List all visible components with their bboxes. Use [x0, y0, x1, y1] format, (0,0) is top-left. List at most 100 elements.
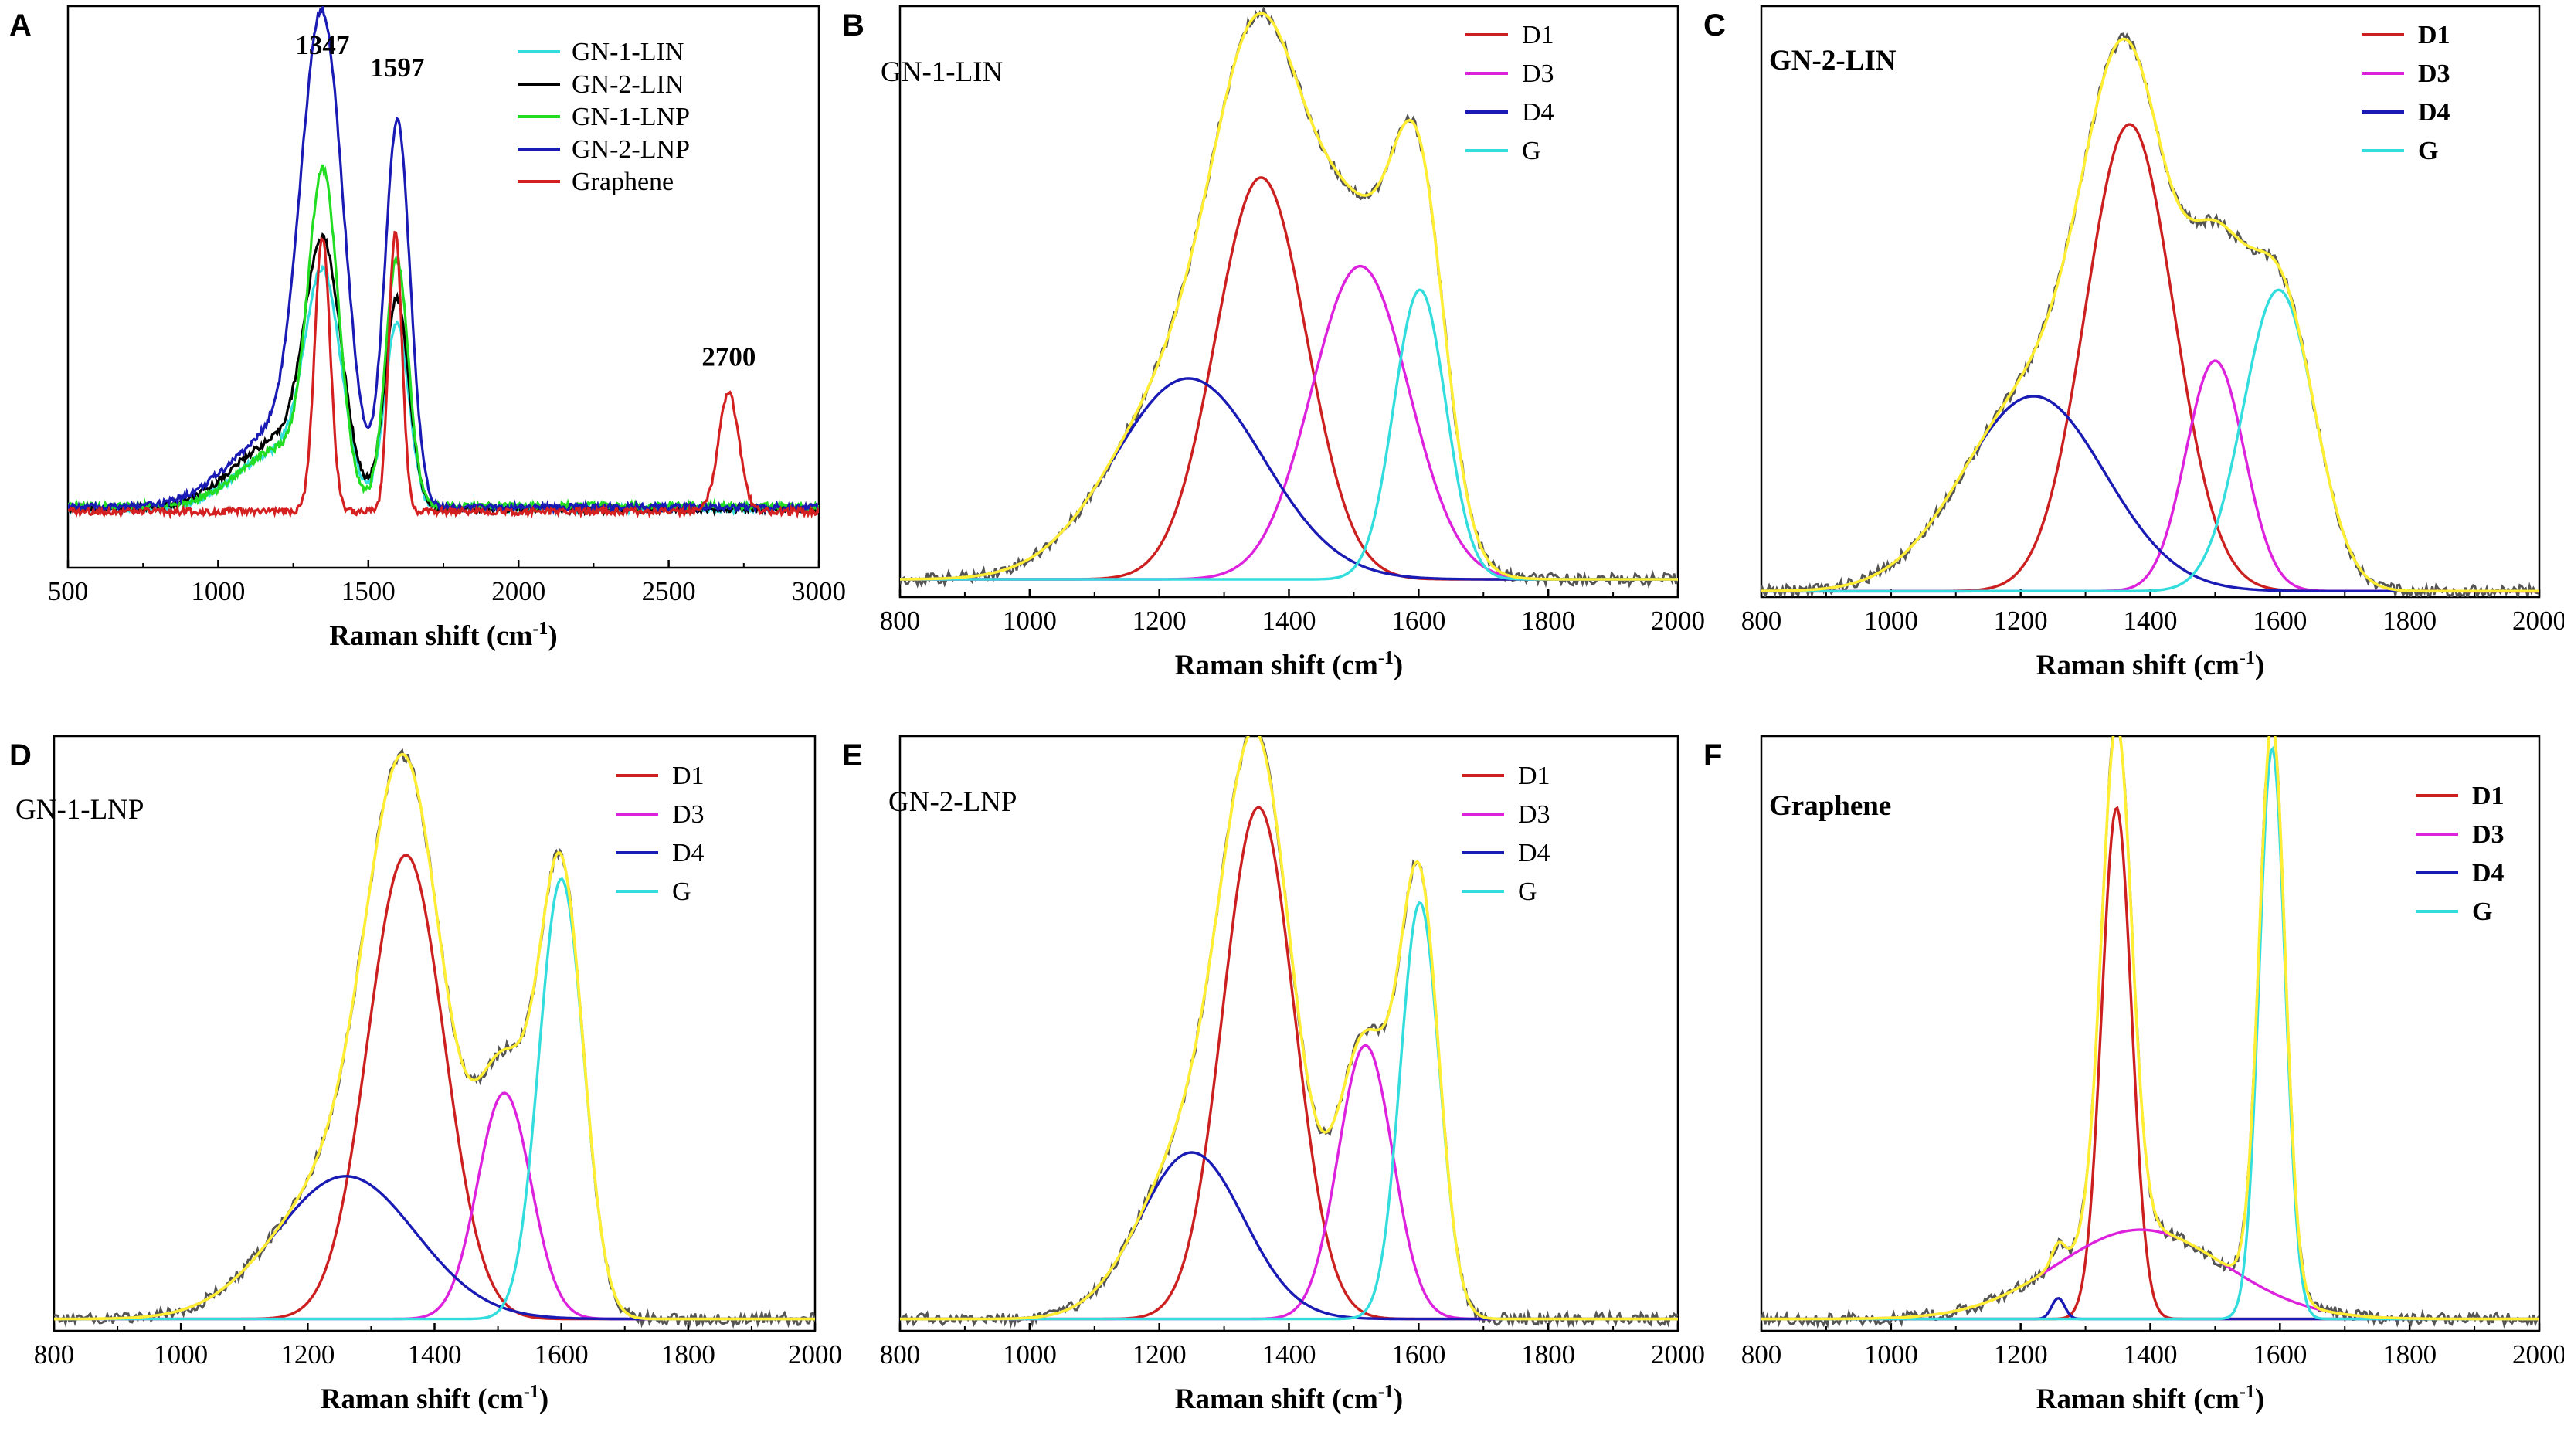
legend-entry-d1: D1 — [1522, 21, 1554, 49]
series-line-gn-1-lin — [68, 264, 819, 517]
component-g — [900, 288, 1678, 581]
x-tick-label: 2000 — [1651, 606, 1705, 636]
component-g — [1761, 288, 2539, 593]
legend-entry-d4: D4 — [1522, 98, 1554, 127]
legend-entry-g: G — [672, 877, 691, 906]
curves — [1761, 32, 2539, 597]
legend: D1 D3 D4 G — [616, 762, 705, 906]
legend-entry-gn-1-lin: GN-1-LIN — [572, 38, 684, 66]
plot-frame — [898, 5, 1679, 599]
x-tick-label: 800 — [1741, 1339, 1782, 1369]
component-d3 — [1761, 359, 2539, 593]
x-tick-label: 1400 — [2124, 606, 2178, 636]
x-tick-label: 800 — [880, 606, 921, 636]
series-line-gn-1-lnp — [68, 164, 819, 514]
legend-entry-g: G — [1518, 877, 1537, 906]
x-tick-label: 1000 — [1864, 606, 1918, 636]
x-tick-label: 800 — [34, 1339, 75, 1369]
curves — [900, 6, 1678, 589]
fitted-sum — [900, 12, 1678, 581]
chart-panel-f: F 800 1000 1200 1400 1600 1800 2000 Raman shift… — [1703, 735, 2564, 1415]
plot-area: 800 1000 1200 1400 1600 1800 2000 Raman shift (… — [880, 5, 1705, 681]
legend-entry-d4: D4 — [2472, 859, 2505, 888]
x-tick-label: 1400 — [2124, 1339, 2178, 1369]
x-tick-label: 2000 — [788, 1339, 842, 1369]
component-d4 — [900, 1151, 1678, 1321]
component-d1 — [54, 854, 815, 1321]
x-tick-label: 1600 — [1391, 606, 1445, 636]
x-tick-label: 2000 — [2512, 1339, 2564, 1369]
plot-frame — [1760, 5, 2541, 599]
plot-area: 800 1000 1200 1400 1600 1800 2000 Raman shift (… — [1741, 735, 2564, 1415]
measured-spectrum — [900, 736, 1678, 1329]
legend-entry-g: G — [2418, 137, 2438, 165]
panel-letter: C — [1703, 8, 1726, 42]
legend-entry-d3: D3 — [2472, 820, 2505, 849]
x-tick-label: 1800 — [1521, 1339, 1575, 1369]
component-d1 — [900, 806, 1678, 1321]
legend-entry-d4: D4 — [1518, 839, 1550, 867]
series-line-gn-2-lin — [68, 232, 819, 517]
curves — [900, 736, 1678, 1329]
sample-label: GN-2-LNP — [888, 786, 1017, 818]
fitted-sum — [900, 736, 1678, 1321]
legend-entry-d3: D3 — [1522, 59, 1554, 88]
x-tick-label: 3000 — [792, 576, 846, 606]
legend-entry-graphene: Graphene — [572, 168, 674, 196]
legend-entry-g: G — [1522, 137, 1541, 165]
x-tick-label: 1200 — [1994, 606, 2048, 636]
component-d1 — [1761, 123, 2539, 593]
legend-entry-gn-2-lin: GN-2-LIN — [572, 70, 684, 99]
x-tick-label: 2000 — [491, 576, 545, 606]
legend-entry-d1: D1 — [2418, 21, 2450, 49]
fitted-sum — [54, 752, 815, 1321]
x-axis-title: Raman shift (cm-1) — [2036, 1382, 2264, 1415]
peak-label: 2700 — [701, 341, 756, 372]
measured-spectrum — [54, 748, 815, 1329]
legend-entry-d3: D3 — [672, 800, 705, 829]
component-d4 — [54, 1175, 815, 1321]
plot-area: 500 1000 1500 2000 2500 3000 Raman shift (cm-1… — [48, 5, 846, 652]
x-tick-label: 1200 — [280, 1339, 335, 1369]
plot-area: 800 1000 1200 1400 1600 1800 2000 Raman shift (… — [15, 735, 842, 1415]
series-line-graphene — [68, 230, 819, 520]
x-tick-label: 1000 — [1003, 1339, 1057, 1369]
x-tick-label: 1500 — [341, 576, 396, 606]
legend-entry-d4: D4 — [2418, 98, 2450, 127]
chart-panel-b: B 800 1000 1200 1400 1600 1800 2000 Raman shift… — [842, 5, 1705, 681]
x-tick-label: 2000 — [1651, 1339, 1705, 1369]
fitted-sum — [1761, 736, 2539, 1321]
curves — [54, 748, 815, 1329]
panel-letter: E — [842, 738, 863, 772]
x-tick-label: 1800 — [2382, 606, 2437, 636]
x-axis-title: Raman shift (cm-1) — [329, 619, 557, 652]
plot-area: 800 1000 1200 1400 1600 1800 2000 Raman shift (… — [1741, 5, 2564, 681]
x-tick-label: 1400 — [1262, 1339, 1316, 1369]
legend: D1 D3 D4 G — [1465, 21, 1554, 165]
legend-entry-d1: D1 — [672, 762, 705, 790]
plot-area: 800 1000 1200 1400 1600 1800 2000 Raman shift (… — [880, 735, 1705, 1415]
x-tick-label: 500 — [48, 576, 89, 606]
x-tick-label: 1400 — [1262, 606, 1316, 636]
chart-panel-d: D 800 1000 1200 1400 1600 1800 2000 Raman shift… — [9, 735, 842, 1415]
panel-letter: F — [1703, 738, 1722, 772]
x-tick-label: 2000 — [2512, 606, 2564, 636]
legend-entry-d3: D3 — [2418, 59, 2450, 88]
x-tick-label: 1400 — [408, 1339, 462, 1369]
legend-entry-d1: D1 — [2472, 782, 2505, 810]
sample-label: Graphene — [1769, 790, 1891, 822]
x-axis-title: Raman shift (cm-1) — [2036, 648, 2264, 681]
panel-letter: B — [842, 8, 864, 42]
x-tick-label: 1000 — [154, 1339, 208, 1369]
peak-label: 1347 — [295, 30, 349, 60]
panel-letter: A — [9, 8, 32, 42]
x-tick-label: 800 — [880, 1339, 921, 1369]
component-d3 — [900, 264, 1678, 581]
legend-entry-d3: D3 — [1518, 800, 1550, 829]
x-tick-label: 800 — [1741, 606, 1782, 636]
x-tick-label: 1800 — [2382, 1339, 2437, 1369]
curves — [1761, 736, 2539, 1329]
x-tick-label: 1200 — [1133, 1339, 1187, 1369]
legend-entry-g: G — [2472, 898, 2492, 926]
series-line-gn-2-lnp — [68, 6, 819, 515]
